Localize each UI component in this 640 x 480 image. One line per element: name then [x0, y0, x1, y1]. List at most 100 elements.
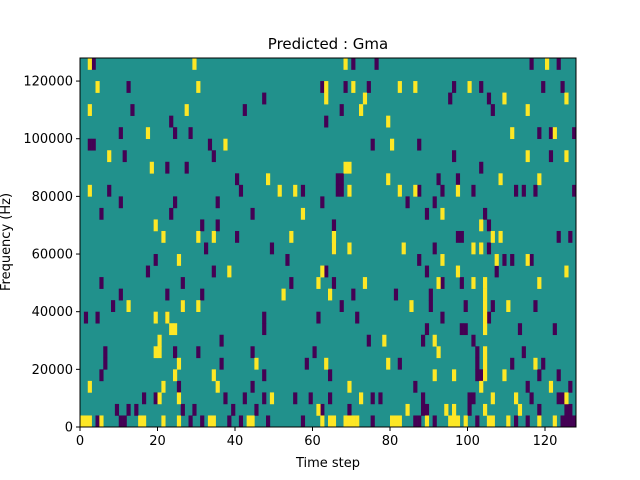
- heatmap-cell-high: [207, 415, 213, 428]
- x-tick-label: 40: [227, 434, 244, 449]
- heatmap-cell-high: [564, 265, 569, 278]
- heatmap-cell-high: [448, 415, 453, 428]
- heatmap-cell-high: [490, 392, 495, 405]
- heatmap-cell-high: [467, 81, 472, 93]
- heatmap-cell-high: [359, 104, 364, 116]
- heatmap-cell-low: [459, 230, 464, 243]
- heatmap-cell-low: [320, 81, 325, 93]
- heatmap-cell-low: [467, 392, 472, 405]
- heatmap-cell-low: [548, 150, 554, 163]
- heatmap-cell-low: [351, 58, 356, 70]
- heatmap-cell-high: [211, 369, 216, 382]
- heatmap-cell-low: [285, 254, 290, 266]
- heatmap-cell-high: [99, 415, 104, 428]
- heatmap-cell-low: [300, 415, 306, 428]
- heatmap-cell-high: [479, 380, 484, 393]
- heatmap-cell-high: [107, 150, 112, 163]
- heatmap-cell-low: [215, 219, 220, 232]
- heatmap-cell-high: [324, 81, 329, 93]
- heatmap-cell-low: [339, 173, 344, 186]
- heatmap-cell-low: [421, 403, 426, 416]
- heatmap-cell-high: [552, 127, 557, 140]
- heatmap-cell-high: [277, 184, 282, 197]
- heatmap-cell-low: [145, 265, 151, 278]
- heatmap-cell-low: [343, 81, 348, 93]
- heatmap-cell-high: [440, 254, 445, 266]
- heatmap-cell-low: [153, 392, 158, 405]
- heatmap-cell-low: [475, 369, 480, 382]
- heatmap-cell-high: [471, 242, 476, 255]
- heatmap-cell-low: [266, 415, 271, 428]
- heatmap-cell-high: [548, 380, 554, 393]
- heatmap-cell-low: [471, 392, 476, 405]
- heatmap-cell-low: [525, 380, 530, 393]
- heatmap-cell-high: [564, 92, 569, 105]
- heatmap-cell-low: [424, 403, 430, 416]
- heatmap-cell-low: [432, 242, 437, 255]
- heatmap-cell-low: [490, 104, 495, 116]
- heatmap-cell-high: [483, 357, 488, 370]
- heatmap-cell-low: [541, 81, 546, 93]
- heatmap-cell-high: [525, 150, 530, 163]
- heatmap-cell-high: [316, 403, 321, 416]
- heatmap-cell-low: [417, 254, 422, 266]
- heatmap-cell-low: [169, 115, 174, 128]
- heatmap-cell-high: [455, 415, 461, 428]
- heatmap-cell-high: [545, 58, 550, 70]
- chart-title: Predicted : Gma: [268, 35, 388, 53]
- heatmap-cell-low: [440, 311, 445, 324]
- heatmap-cell-low: [308, 392, 313, 405]
- x-axis-label: Time step: [295, 456, 360, 471]
- heatmap-cell-low: [204, 242, 209, 255]
- heatmap-cell-low: [479, 81, 484, 93]
- heatmap-cell-high: [436, 346, 441, 359]
- heatmap-cell-high: [87, 415, 92, 428]
- heatmap-cell-high: [471, 277, 476, 289]
- heatmap-cell-high: [157, 346, 162, 359]
- heatmap-cell-high: [483, 346, 488, 359]
- heatmap-cell-low: [494, 265, 499, 278]
- heatmap-cell-high: [351, 81, 356, 93]
- heatmap-cell-high: [347, 415, 352, 428]
- heatmap-cell-high: [490, 230, 495, 243]
- heatmap-cell-high: [537, 277, 542, 289]
- heatmap-cell-low: [173, 346, 178, 359]
- heatmap-cell-low: [118, 127, 123, 140]
- heatmap-cell-high: [424, 415, 430, 428]
- heatmap-cell-low: [211, 150, 216, 163]
- heatmap-cell-low: [556, 230, 561, 243]
- heatmap-cell-high: [161, 415, 166, 428]
- heatmap-cell-low: [560, 415, 565, 428]
- heatmap-cell-low: [231, 403, 236, 416]
- heatmap-cell-low: [173, 196, 178, 209]
- heatmap-cell-low: [103, 357, 108, 370]
- heatmap-cell-low: [486, 311, 492, 324]
- heatmap-cell-low: [169, 207, 174, 220]
- heatmap-cell-high: [506, 415, 511, 428]
- heatmap-cell-high: [498, 230, 503, 243]
- heatmap-cell-high: [483, 300, 488, 312]
- heatmap-cell-low: [215, 196, 220, 209]
- heatmap-cell-low: [413, 415, 418, 428]
- y-tick-label: 40000: [32, 305, 73, 320]
- heatmap-cell-low: [475, 357, 480, 370]
- heatmap-cell-high: [386, 115, 391, 128]
- heatmap-cell-low: [219, 334, 224, 347]
- heatmap-cell-low: [328, 369, 333, 382]
- heatmap-cell-low: [118, 288, 123, 301]
- heatmap-cell-high: [331, 415, 337, 428]
- heatmap-cell-low: [432, 196, 437, 209]
- heatmap-cell-low: [335, 173, 340, 186]
- heatmap-cell-low: [514, 184, 519, 197]
- heatmap-cell-high: [514, 392, 519, 405]
- heatmap-cell-high: [362, 92, 368, 105]
- heatmap-cell-low: [366, 334, 371, 347]
- x-tick-label: 60: [304, 434, 321, 449]
- heatmap-cell-low: [374, 58, 379, 70]
- heatmap-cell-high: [87, 58, 92, 70]
- heatmap-cell-high: [95, 81, 100, 93]
- heatmap-cell-low: [529, 58, 534, 70]
- heatmap-cell-high: [184, 104, 189, 116]
- heatmap-cell-low: [502, 254, 507, 266]
- heatmap-cell-low: [339, 184, 344, 197]
